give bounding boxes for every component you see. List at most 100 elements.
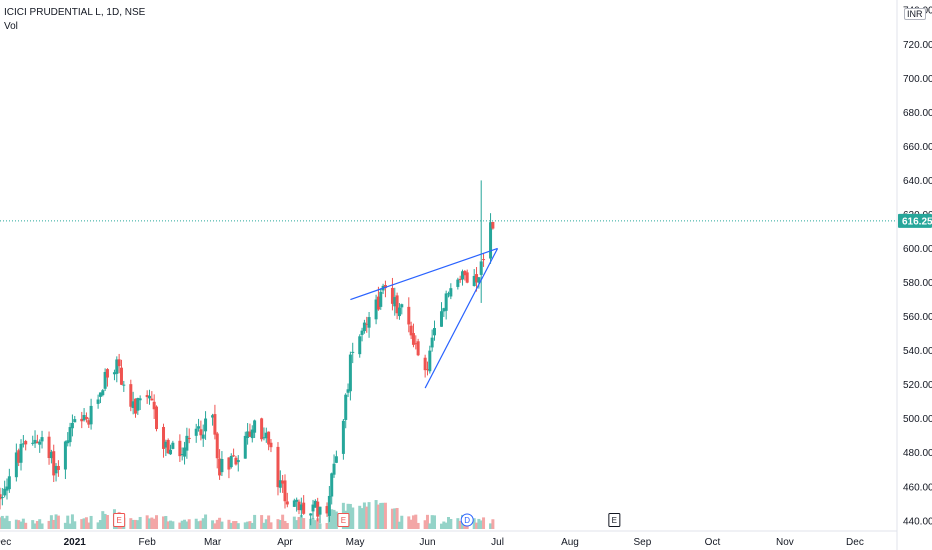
y-tick-label: 580.00 [903, 278, 932, 289]
y-tick-label: 680.00 [903, 108, 932, 119]
trendlines[interactable] [350, 247, 499, 389]
volume-bar [52, 519, 56, 529]
candle-body [180, 453, 184, 455]
x-tick-label: Apr [277, 537, 293, 548]
volume-bar [276, 519, 280, 529]
volume-bar [152, 518, 156, 529]
volume-bar [84, 517, 88, 529]
y-tick-label: 500.00 [903, 414, 932, 425]
candle-body [47, 436, 51, 459]
volume-bar [489, 523, 493, 529]
candle-body [3, 488, 7, 496]
candle-body [276, 446, 280, 488]
volume-bar [5, 515, 9, 529]
volume-bar [482, 517, 486, 529]
candle-body [407, 306, 411, 325]
candle-body [444, 293, 448, 311]
candle-body [285, 501, 289, 505]
candle-body [313, 500, 317, 508]
candle-body [197, 426, 201, 429]
candle-body [376, 296, 380, 310]
volume-bar [292, 516, 296, 529]
volume-bar [3, 518, 7, 529]
candle-body [348, 354, 352, 392]
volume-bar [381, 502, 385, 529]
volume-bar [148, 518, 151, 529]
candle-body [162, 426, 166, 449]
volume-bar [297, 516, 301, 529]
candle-body [169, 449, 173, 455]
volume-bar [232, 521, 236, 529]
volume-bar [425, 514, 429, 529]
candle-body [155, 406, 159, 430]
x-tick-label: Jul [491, 537, 504, 548]
currency-badge[interactable]: INR [904, 8, 926, 20]
volume-indicator-label[interactable]: Vol [4, 21, 18, 32]
candle-body [360, 330, 364, 335]
volume-bar [479, 520, 483, 529]
candle-body [397, 307, 401, 317]
volume-bar [178, 522, 182, 529]
candle-body [0, 494, 2, 500]
candle-body [395, 295, 399, 314]
volume-bar [248, 521, 252, 529]
earnings-marker-label: E [116, 516, 121, 525]
candle-body [269, 442, 273, 448]
volume-bar [215, 519, 219, 529]
x-axis: Dec 2021 Feb Mar Apr May Jun Jul Aug Sep Oct Nov Dec [0, 537, 864, 548]
candle-body [133, 398, 137, 414]
candle-body [5, 486, 9, 491]
candle-body [414, 343, 418, 345]
volume-bar [432, 515, 436, 529]
dividend-marker-label: D [464, 516, 470, 525]
x-tick-label: Mar [204, 537, 222, 548]
candle-body [267, 431, 271, 445]
earnings-icon [113, 513, 126, 527]
candle-body [63, 441, 67, 470]
candle-body [136, 398, 140, 411]
volume-bar [103, 513, 107, 529]
candle-body [302, 502, 306, 514]
symbol-title[interactable]: ICICI PRUDENTIAL L, 1D, NSE [4, 7, 146, 18]
candle-body [246, 431, 250, 438]
volume-bar [327, 515, 331, 529]
candle-body [183, 447, 187, 457]
volume-bar [47, 520, 51, 529]
earnings-marker[interactable]: E [113, 513, 126, 527]
candle-body [327, 495, 331, 516]
candle-body [112, 372, 116, 375]
candle-body [131, 401, 135, 409]
x-tick-label: Feb [139, 537, 157, 548]
earnings-marker[interactable]: E [337, 513, 350, 527]
candle-body [250, 429, 254, 439]
volume-bar [243, 522, 247, 529]
candle-body [442, 308, 446, 312]
candle-body [84, 416, 88, 420]
candle-body [428, 350, 432, 372]
volume-bar [54, 514, 58, 529]
volume-bar [183, 519, 187, 529]
candle-body [129, 384, 133, 407]
volume-bar [234, 521, 238, 529]
volume-bar [213, 523, 217, 529]
volume-bar [295, 520, 299, 529]
volume-bar [316, 518, 320, 529]
y-tick-label: 460.00 [903, 482, 932, 493]
last-price-badge: 616.25 [898, 213, 932, 228]
candlesticks [0, 180, 495, 526]
candle-body [103, 371, 107, 389]
earnings-icon [608, 513, 621, 527]
volume-bar [169, 520, 173, 529]
y-tick-label: 640.00 [903, 176, 932, 187]
candle-body [260, 418, 264, 440]
volume-bar [253, 514, 257, 529]
candle-body [21, 443, 25, 445]
dividend-marker[interactable]: D [460, 513, 474, 527]
chart-legend: ICICI PRUDENTIAL L, 1D, NSE Vol [4, 6, 145, 34]
volume-bar [477, 518, 481, 529]
candle-body [264, 432, 268, 439]
earnings-marker[interactable]: E [608, 513, 621, 527]
candle-body [204, 418, 208, 432]
